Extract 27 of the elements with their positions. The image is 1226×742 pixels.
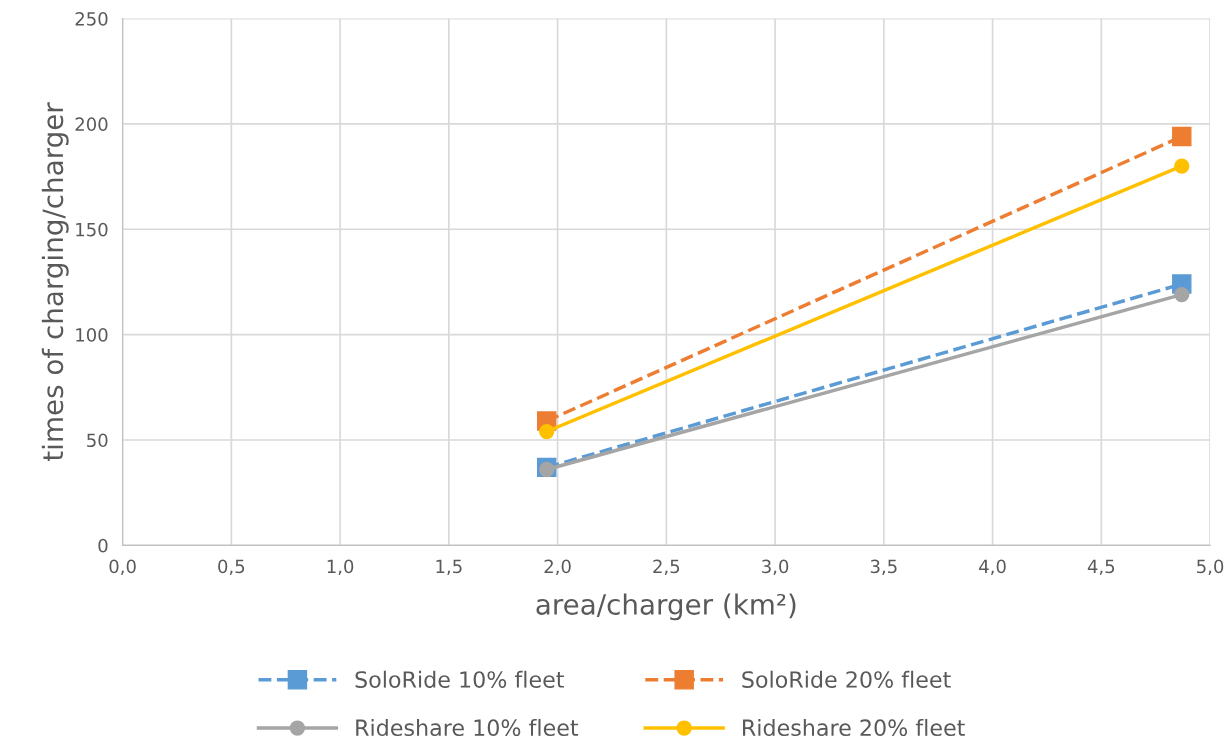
y-tick-label: 250	[75, 12, 108, 26]
legend-label: SoloRide 20% fleet	[742, 670, 951, 688]
point	[539, 423, 555, 440]
x-tick-label: 0,0	[109, 559, 136, 576]
x-tick-label: 3,0	[762, 559, 789, 576]
legend-label: Rideshare 20% fleet	[743, 718, 965, 737]
x-tick-label: 0,5	[218, 559, 245, 576]
x-axis-title: area/charger (km²)	[536, 593, 796, 621]
x-tick-label: 3,5	[870, 559, 897, 576]
point	[1172, 126, 1192, 147]
x-tick-label: 2,5	[653, 559, 680, 576]
y-tick-label: 150	[76, 222, 108, 237]
y-tick-label: 50	[87, 433, 108, 448]
x-tick-label: 1,0	[327, 559, 354, 576]
legend-label: SoloRide 10% fleet	[355, 670, 564, 688]
legend-label: Rideshare 10% fleet	[356, 718, 579, 737]
x-tick-label: 1,5	[436, 559, 462, 576]
y-tick-label: 100	[76, 328, 108, 342]
x-tick-label: 5,0	[1197, 559, 1224, 576]
y-tick-label: 200	[75, 117, 108, 132]
x-tick-label: 2,0	[544, 559, 571, 576]
y-axis-title: times of charging/charger	[41, 102, 69, 461]
x-tick-label: 4,0	[979, 559, 1006, 576]
y-tick-label: 0	[98, 538, 108, 553]
point	[1174, 158, 1190, 174]
point	[1174, 286, 1190, 303]
x-tick-label: 4,5	[1087, 559, 1115, 576]
